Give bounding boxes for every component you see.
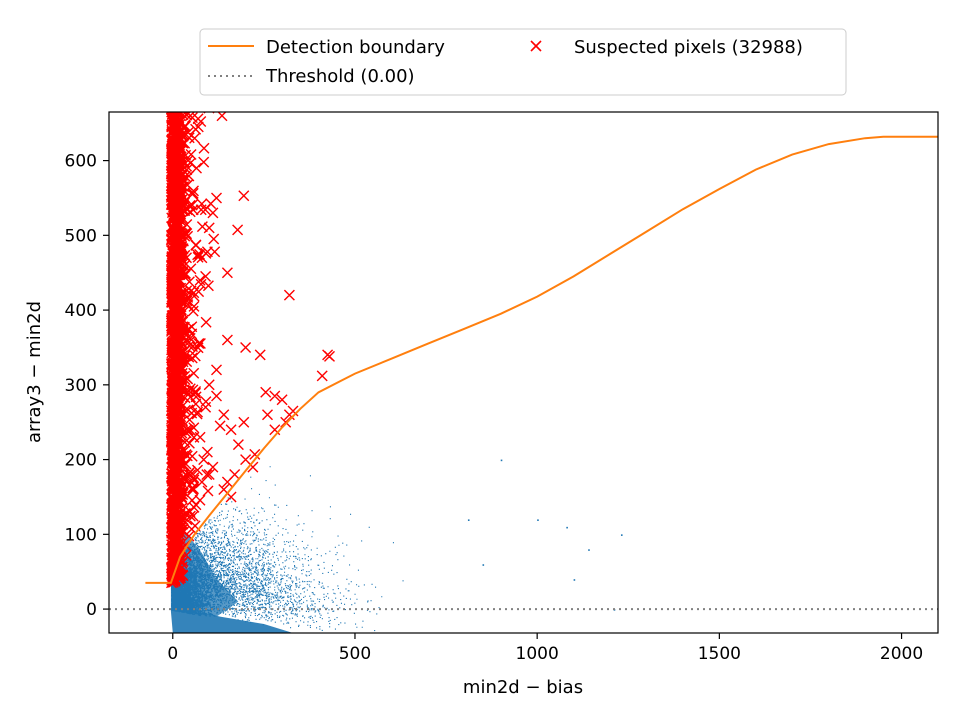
pixel-outlier-point	[467, 519, 470, 521]
legend-suspected-swatch	[530, 40, 542, 52]
pixel-outlier-point	[566, 526, 568, 529]
x-tick-label: 1500	[698, 644, 741, 664]
legend-suspected-label: Suspected pixels (32988)	[574, 37, 803, 58]
plot-area	[109, 112, 938, 633]
pixel-density-cloud	[170, 459, 623, 633]
y-tick-label: 100	[65, 525, 97, 545]
x-axis-label: min2d − bias	[463, 677, 583, 698]
pixel-outlier-point	[537, 519, 539, 521]
pixel-density-dots	[171, 466, 404, 632]
y-tick-label: 600	[65, 152, 97, 172]
x-tick-label: 2000	[880, 644, 923, 664]
pixel-outlier-point	[482, 564, 485, 566]
x-tick-label: 500	[339, 644, 371, 664]
detection-boundary-line	[145, 135, 938, 584]
pixel-outlier-point	[620, 534, 623, 536]
legend: Detection boundary Threshold (0.00) Susp…	[199, 28, 847, 96]
x-tick-label: 0	[167, 644, 178, 664]
suspected-pixels-markers	[165, 112, 335, 589]
legend-threshold-label: Threshold (0.00)	[265, 66, 415, 87]
pixel-outlier-point	[500, 459, 503, 462]
plot-frame	[108, 111, 939, 634]
legend-frame	[199, 28, 847, 96]
pixel-outlier-point	[573, 579, 576, 581]
x-axis-ticks: 0 500 1000 1500 2000	[167, 633, 923, 664]
pixel-outlier-point	[588, 549, 590, 551]
y-axis-label: array3 − min2d	[24, 301, 45, 443]
legend-boundary-label: Detection boundary	[266, 37, 445, 58]
y-tick-label: 400	[65, 301, 97, 321]
x-tick-label: 1000	[516, 644, 559, 664]
suspected-pixel-markers	[165, 112, 335, 589]
y-axis-ticks: 0 100 200 300 400 500 600	[65, 152, 109, 620]
y-tick-label: 300	[65, 376, 97, 396]
y-tick-label: 500	[65, 226, 97, 246]
y-tick-label: 200	[65, 451, 97, 471]
y-tick-label: 0	[86, 600, 97, 620]
